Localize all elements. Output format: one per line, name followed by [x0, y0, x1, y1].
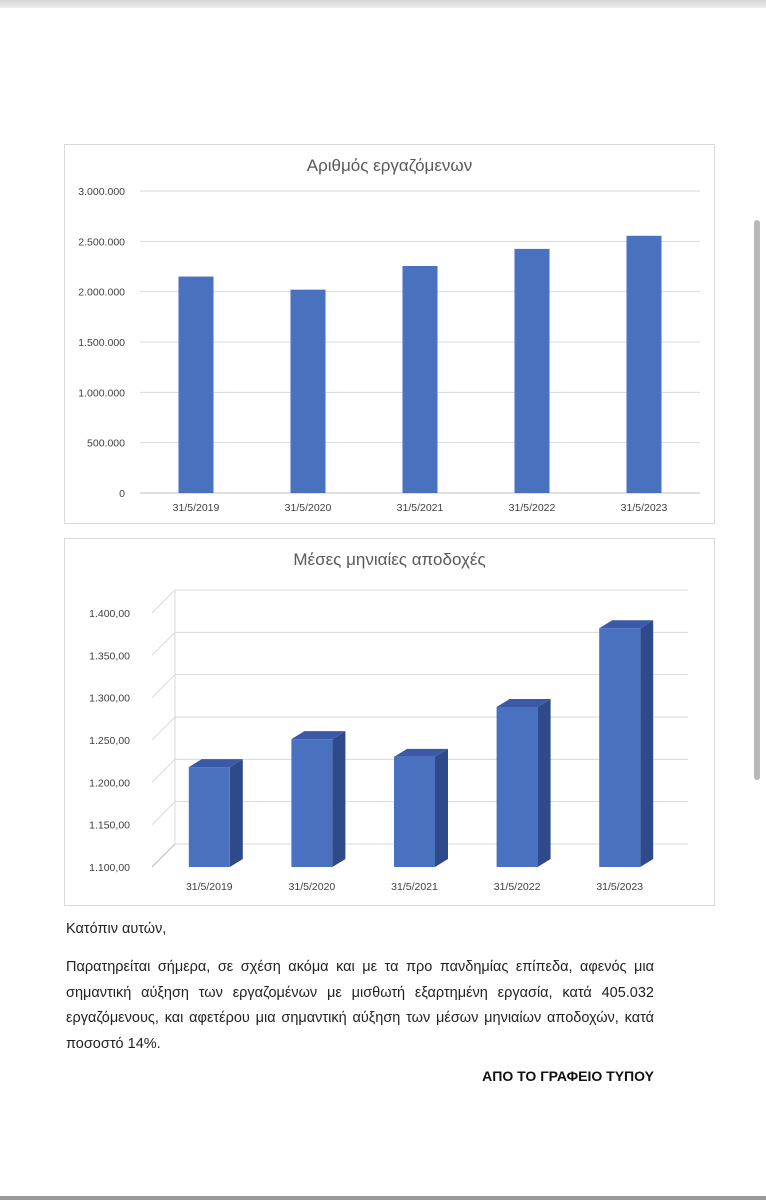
bar [178, 276, 214, 493]
bar-top [496, 698, 551, 707]
bar [599, 628, 641, 867]
bar [188, 767, 230, 867]
y-tick-label: 1.350,00 [89, 650, 130, 662]
top-bar [0, 0, 766, 8]
gridline [151, 589, 688, 614]
bar-side [640, 620, 654, 867]
y-tick-label: 500.000 [87, 438, 125, 450]
x-tick-label: 31/5/2020 [285, 502, 332, 514]
scrollbar-thumb[interactable] [754, 220, 760, 780]
bar [291, 739, 333, 867]
y-tick-label: 2.000.000 [78, 287, 125, 299]
y-tick-label: 3.000.000 [78, 186, 125, 198]
bar-side [435, 748, 448, 867]
bar-top [188, 759, 243, 768]
press-office-signature: ΑΠΟ ΤΟ ΓΡΑΦΕΙΟ ΤΥΠΟΥ [482, 1068, 654, 1084]
x-tick-label: 31/5/2023 [621, 502, 668, 514]
earnings-chart: Μέσες μηνιαίες αποδοχές 1.100,00 1.150,00… [64, 538, 715, 906]
y-tick-label: 1.000.000 [78, 387, 125, 399]
bar-side [332, 731, 346, 867]
employees-chart: Αριθμός εργαζόμενων 0 500.000 1.000.000 1.5… [64, 144, 715, 524]
bar [402, 265, 438, 493]
x-tick-label: 31/5/2019 [173, 502, 220, 514]
bottom-bar [0, 1196, 766, 1200]
y-tick-label: 1.150,00 [89, 820, 130, 832]
chart-title: Αριθμός εργαζόμενων [306, 156, 473, 175]
bar [626, 235, 662, 493]
floor-edge [151, 843, 176, 868]
x-tick-label: 31/5/2022 [494, 881, 541, 893]
bar-side [229, 759, 243, 867]
y-tick-label: 1.300,00 [89, 693, 130, 705]
bar [514, 248, 550, 493]
y-tick-label: 1.200,00 [89, 777, 130, 789]
summary-paragraph: Παρατηρείται σήμερα, σε σχέση ακόμα και … [66, 959, 654, 1052]
bar [496, 706, 538, 867]
x-tick-label: 31/5/2020 [289, 881, 336, 893]
y-tick-label: 1.100,00 [89, 862, 130, 874]
bar [290, 289, 326, 493]
y-tick-label: 2.500.000 [78, 236, 125, 248]
earnings-chart-plot: 1.100,00 1.150,00 1.200,00 1.250,00 1.300,00… [89, 589, 688, 893]
bar-top [291, 731, 346, 740]
bar-top [394, 748, 448, 757]
bar [394, 756, 435, 867]
employees-chart-plot: 0 500.000 1.000.000 1.500.000 2.000.000 2.500… [78, 186, 700, 514]
x-tick-label: 31/5/2021 [397, 502, 444, 514]
y-tick-label: 1.500.000 [78, 337, 125, 349]
y-tick-label: 0 [119, 488, 125, 500]
y-tick-label: 1.400,00 [89, 608, 130, 620]
x-tick-label: 31/5/2021 [391, 881, 438, 893]
bar-side [537, 698, 551, 867]
bar-top [599, 620, 654, 629]
x-tick-label: 31/5/2023 [596, 881, 643, 893]
x-tick-label: 31/5/2022 [509, 502, 556, 514]
x-tick-label: 31/5/2019 [186, 881, 233, 893]
y-tick-label: 1.250,00 [89, 735, 130, 747]
intro-text: Κατόπιν αυτών, [66, 921, 167, 937]
chart-title: Μέσες μηνιαίες αποδοχές [293, 550, 486, 569]
